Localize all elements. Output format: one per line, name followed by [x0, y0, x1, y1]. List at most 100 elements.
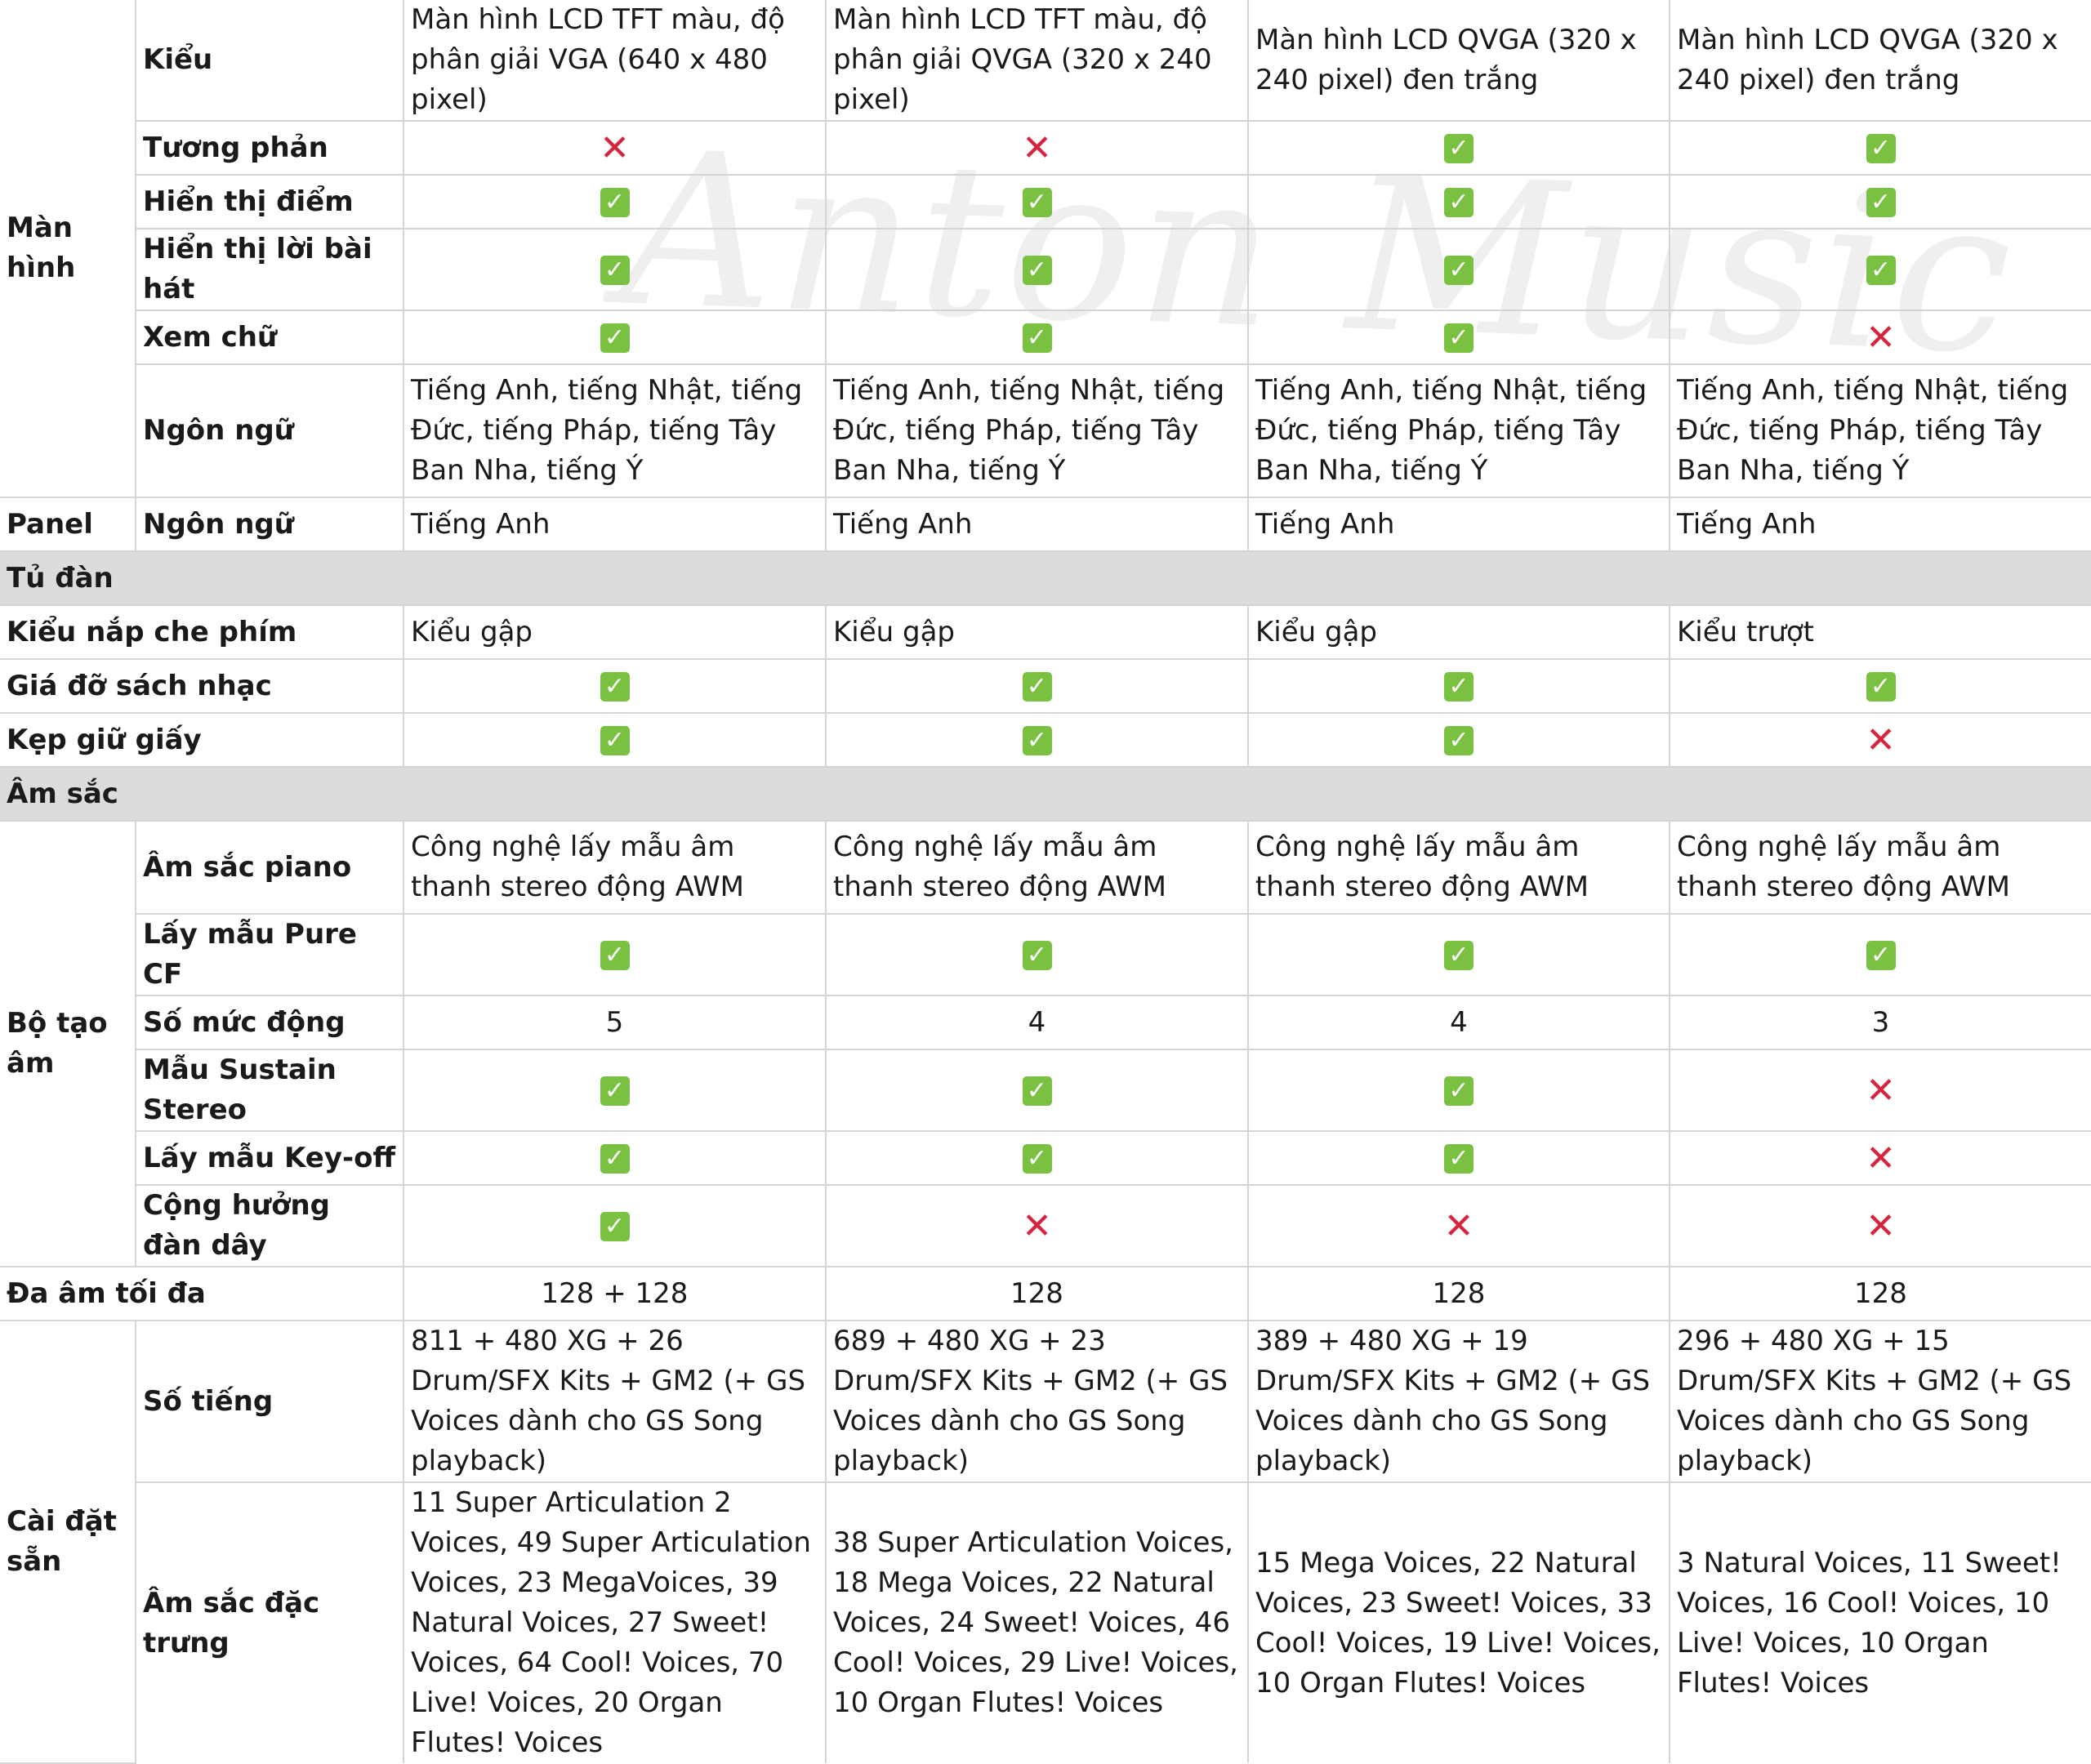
cross-icon: ✕ [1443, 1205, 1474, 1247]
row-label: Xem chữ [135, 310, 404, 365]
check-icon: ✓ [1444, 323, 1474, 353]
cell: 128 [1247, 1266, 1670, 1321]
check-icon: ✓ [1022, 188, 1052, 217]
check-icon: ✓ [1866, 672, 1896, 702]
check-icon: ✓ [600, 672, 630, 702]
row-label: Ngôn ngữ [135, 363, 404, 498]
row-label: Hiển thị điểm [135, 174, 404, 229]
group-cai-dat-san: Cài đặt sẵn [0, 1320, 136, 1764]
check-icon: ✓ [1866, 188, 1896, 217]
table-row: Tương phản ✕ ✕ ✓ ✓ [0, 120, 2091, 176]
cell: ✓ [1669, 120, 2091, 176]
cell: ✓ [403, 228, 827, 311]
check-icon: ✓ [1022, 1144, 1052, 1174]
row-label: Giá đỡ sách nhạc [0, 658, 404, 714]
cross-icon: ✕ [1866, 1138, 1896, 1179]
cell: Tiếng Anh, tiếng Nhật, tiếng Đức, tiếng … [403, 363, 827, 498]
cell: ✓ [825, 310, 1249, 365]
cell: ✕ [1247, 1184, 1670, 1267]
group-man-hinh: Màn hình [0, 0, 136, 498]
cell: ✕ [1669, 712, 2091, 768]
check-icon: ✓ [1444, 134, 1474, 163]
cell: 128 + 128 [403, 1266, 827, 1321]
check-icon: ✓ [1444, 256, 1474, 285]
table-row: Cộng hưởng đàn dây ✓ ✕ ✕ ✕ [0, 1184, 2091, 1267]
cell: ✓ [403, 1184, 827, 1267]
cell: Tiếng Anh, tiếng Nhật, tiếng Đức, tiếng … [1669, 363, 2091, 498]
check-icon: ✓ [600, 941, 630, 970]
cell: ✓ [403, 310, 827, 365]
table-row: Lấy mẫu Key-off ✓ ✓ ✓ ✕ [0, 1130, 2091, 1186]
group-panel: Panel [0, 497, 136, 552]
check-icon: ✓ [1022, 1076, 1052, 1106]
cross-icon: ✕ [1866, 317, 1896, 359]
cell: ✓ [1247, 228, 1670, 311]
cell: 389 + 480 XG + 19 Drum/SFX Kits + GM2 (+… [1247, 1320, 1670, 1483]
cell: ✓ [1247, 712, 1670, 768]
cell: 15 Mega Voices, 22 Natural Voices, 23 Sw… [1247, 1481, 1670, 1763]
check-icon: ✓ [600, 1212, 630, 1241]
cell: Màn hình LCD TFT màu, độ phân giải VGA (… [403, 0, 827, 122]
check-icon: ✓ [1022, 256, 1052, 285]
check-icon: ✓ [600, 1144, 630, 1174]
row-label: Đa âm tối đa [0, 1266, 404, 1321]
row-label: Âm sắc piano [135, 820, 404, 915]
check-icon: ✓ [600, 1076, 630, 1106]
table-row: Cài đặt sẵn Số tiếng 811 + 480 XG + 26 D… [0, 1320, 2091, 1764]
cell: 128 [825, 1266, 1249, 1321]
cell: Kiểu gập [825, 604, 1249, 660]
cell: 4 [1247, 995, 1670, 1050]
cell: ✓ [1247, 174, 1670, 229]
row-label: Số mức động [135, 995, 404, 1050]
cross-icon: ✕ [600, 127, 630, 169]
cell: ✓ [825, 174, 1249, 229]
cell: Kiểu gập [403, 604, 827, 660]
cell: ✓ [1247, 1049, 1670, 1132]
cell: 11 Super Articulation 2 Voices, 49 Super… [403, 1481, 827, 1763]
table-row: Lấy mẫu Pure CF ✓ ✓ ✓ ✓ [0, 913, 2091, 996]
section-row: Tủ đàn [0, 550, 2091, 606]
cell: ✓ [403, 1049, 827, 1132]
check-icon: ✓ [1444, 1144, 1474, 1174]
cell: ✕ [403, 120, 827, 176]
cell: 38 Super Articulation Voices, 18 Mega Vo… [825, 1481, 1249, 1763]
cell: ✕ [825, 1184, 1249, 1267]
cell: ✓ [403, 712, 827, 768]
section-am-sac: Âm sắc [0, 766, 2091, 822]
cell: Kiểu gập [1247, 604, 1670, 660]
cell: 3 Natural Voices, 11 Sweet! Voices, 16 C… [1669, 1481, 2091, 1763]
cell: Tiếng Anh [1247, 497, 1670, 552]
row-label: Số tiếng [135, 1320, 404, 1483]
table-row: Mẫu Sustain Stereo ✓ ✓ ✓ ✕ [0, 1049, 2091, 1132]
cell: Tiếng Anh, tiếng Nhật, tiếng Đức, tiếng … [1247, 363, 1670, 498]
cell: ✓ [825, 913, 1249, 996]
cell: ✓ [1669, 228, 2091, 311]
cell: 5 [403, 995, 827, 1050]
cell: Công nghệ lấy mẫu âm thanh stereo động A… [403, 820, 827, 915]
check-icon: ✓ [1022, 941, 1052, 970]
table-row: Hiển thị điểm ✓ ✓ ✓ ✓ [0, 174, 2091, 229]
row-label: Kiểu nắp che phím [0, 604, 404, 660]
cell: ✕ [1669, 310, 2091, 365]
row-label: Lấy mẫu Key-off [135, 1130, 404, 1186]
cross-icon: ✕ [1022, 127, 1052, 169]
cell: Công nghệ lấy mẫu âm thanh stereo động A… [825, 820, 1249, 915]
check-icon: ✓ [600, 323, 630, 353]
cross-icon: ✕ [1866, 1070, 1896, 1111]
cross-icon: ✕ [1022, 1205, 1052, 1247]
cell: Kiểu trượt [1669, 604, 2091, 660]
cell: ✓ [1247, 310, 1670, 365]
table-row: Xem chữ ✓ ✓ ✓ ✕ [0, 310, 2091, 365]
check-icon: ✓ [1444, 672, 1474, 702]
cell: ✓ [825, 658, 1249, 714]
section-row: Âm sắc [0, 766, 2091, 822]
cell: Công nghệ lấy mẫu âm thanh stereo động A… [1247, 820, 1670, 915]
check-icon: ✓ [600, 726, 630, 755]
cell: ✓ [825, 712, 1249, 768]
check-icon: ✓ [600, 188, 630, 217]
cell: 296 + 480 XG + 15 Drum/SFX Kits + GM2 (+… [1669, 1320, 2091, 1483]
check-icon: ✓ [600, 256, 630, 285]
row-label: Hiển thị lời bài hát [135, 228, 404, 311]
cell: ✓ [403, 658, 827, 714]
